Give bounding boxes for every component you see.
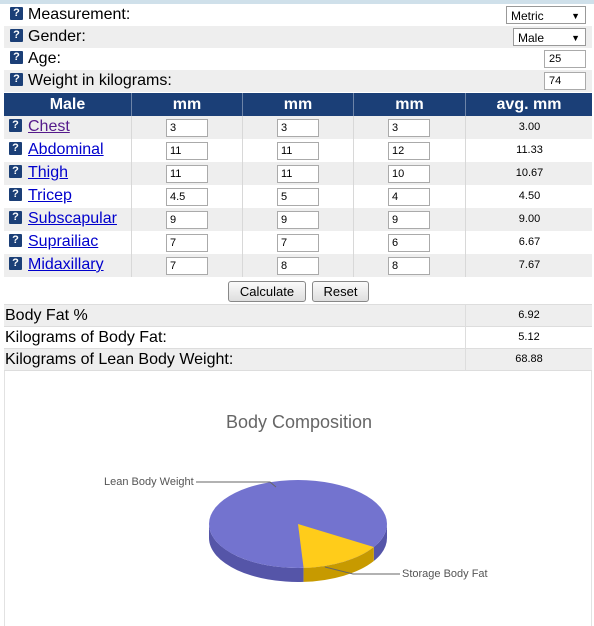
header-gender: Male xyxy=(49,96,86,113)
measurement-input[interactable]: 3 xyxy=(277,119,319,137)
table-row: ? Tricep 4.5 5 4 4.50 xyxy=(4,185,592,208)
result-row-kg-fat: Kilograms of Body Fat: 5.12 xyxy=(4,326,592,348)
site-link-subscapular[interactable]: Subscapular xyxy=(28,210,117,227)
button-row: Calculate Reset xyxy=(4,279,592,303)
kg-fat-value: 5.12 xyxy=(465,327,592,348)
measurement-input[interactable]: 4 xyxy=(388,188,430,206)
measurement-input[interactable]: 8 xyxy=(388,257,430,275)
table-row: ? Chest 3 3 3 3.00 xyxy=(4,116,592,139)
average-value: 3.00 xyxy=(518,121,541,133)
table-row: ? Midaxillary 7 8 8 7.67 xyxy=(4,254,592,277)
measurement-input[interactable]: 11 xyxy=(166,165,208,183)
lean-leader-line xyxy=(196,481,277,488)
table-row: ? Suprailiac 7 7 6 6.67 xyxy=(4,231,592,254)
pie-chart xyxy=(196,480,400,582)
help-icon[interactable]: ? xyxy=(9,118,22,132)
table-row: ? Subscapular 9 9 9 9.00 xyxy=(4,208,592,231)
kg-fat-label: Kilograms of Body Fat: xyxy=(5,329,167,346)
measurement-input[interactable]: 9 xyxy=(277,211,319,229)
average-value: 9.00 xyxy=(518,213,541,225)
fat-slice-label: Storage Body Fat xyxy=(402,568,488,580)
body-fat-label: Body Fat % xyxy=(5,307,88,324)
site-link-midaxillary[interactable]: Midaxillary xyxy=(28,256,104,273)
gender-label: Gender: xyxy=(28,28,86,45)
age-label: Age: xyxy=(28,50,61,67)
measurement-input[interactable]: 11 xyxy=(166,142,208,160)
measurement-input[interactable]: 7 xyxy=(166,257,208,275)
header-mm-2: mm xyxy=(242,93,353,116)
lean-slice-label: Lean Body Weight xyxy=(104,476,194,488)
average-value: 11.33 xyxy=(516,144,543,156)
pie-side-fat xyxy=(303,547,374,582)
measurement-row: ? Measurement: Metric ▼ xyxy=(4,4,592,26)
help-icon[interactable]: ? xyxy=(9,187,22,201)
age-row: ? Age: 25 xyxy=(4,48,592,70)
kg-lean-value: 68.88 xyxy=(465,349,592,370)
help-icon[interactable]: ? xyxy=(9,256,22,270)
average-value: 7.67 xyxy=(518,259,541,271)
gender-select[interactable]: Male ▼ xyxy=(513,28,586,46)
pie-side-lean xyxy=(209,524,304,582)
top-border xyxy=(0,0,594,4)
reset-button[interactable]: Reset xyxy=(312,281,369,302)
help-icon[interactable]: ? xyxy=(10,28,23,42)
pie-side-lean xyxy=(373,524,387,562)
result-row-body-fat: Body Fat % 6.92 xyxy=(4,304,592,326)
gender-row: ? Gender: Male ▼ xyxy=(4,26,592,48)
average-value: 4.50 xyxy=(518,190,541,202)
measurement-input[interactable]: 10 xyxy=(388,165,430,183)
site-link-tricep[interactable]: Tricep xyxy=(28,187,72,204)
body-fat-value: 6.92 xyxy=(465,305,592,326)
measurement-input[interactable]: 3 xyxy=(166,119,208,137)
measurement-input[interactable]: 4.5 xyxy=(166,188,208,206)
site-link-chest[interactable]: Chest xyxy=(28,118,70,135)
table-row: ? Abdominal 11 11 12 11.33 xyxy=(4,139,592,162)
measurement-select[interactable]: Metric ▼ xyxy=(506,6,586,24)
site-link-suprailiac[interactable]: Suprailiac xyxy=(28,233,99,250)
site-link-thigh[interactable]: Thigh xyxy=(28,164,69,181)
measurement-input[interactable]: 8 xyxy=(277,257,319,275)
measurement-input[interactable]: 11 xyxy=(277,165,319,183)
measurement-label: Measurement: xyxy=(28,6,131,23)
average-value: 6.67 xyxy=(518,236,541,248)
fat-leader-line xyxy=(324,566,400,575)
weight-row: ? Weight in kilograms: 74 xyxy=(4,70,592,92)
chart-title: Body Composition xyxy=(225,412,373,432)
header-mm-3: mm xyxy=(353,93,465,116)
age-input[interactable]: 25 xyxy=(544,50,586,68)
site-link-abdominal[interactable]: Abdominal xyxy=(28,141,104,158)
calculate-button[interactable]: Calculate xyxy=(228,281,306,302)
help-icon[interactable]: ? xyxy=(9,164,22,178)
average-value: 10.67 xyxy=(515,167,544,179)
body-composition-chart: Body Composition Lean Body Weight Storag… xyxy=(4,371,592,626)
help-icon[interactable]: ? xyxy=(9,141,22,155)
measurement-input[interactable]: 9 xyxy=(166,211,208,229)
help-icon[interactable]: ? xyxy=(9,233,22,247)
measurement-input[interactable]: 12 xyxy=(388,142,430,160)
header-mm-1: mm xyxy=(131,93,242,116)
measurement-input[interactable]: 7 xyxy=(166,234,208,252)
measurement-input[interactable]: 9 xyxy=(388,211,430,229)
kg-lean-label: Kilograms of Lean Body Weight: xyxy=(5,351,234,368)
measurement-input[interactable]: 3 xyxy=(388,119,430,137)
chevron-down-icon: ▼ xyxy=(571,11,580,21)
weight-label: Weight in kilograms: xyxy=(28,72,172,89)
help-icon[interactable]: ? xyxy=(9,210,22,224)
measurement-input[interactable]: 5 xyxy=(277,188,319,206)
measurement-input[interactable]: 11 xyxy=(277,142,319,160)
measurement-input[interactable]: 6 xyxy=(388,234,430,252)
result-row-kg-lean: Kilograms of Lean Body Weight: 68.88 xyxy=(4,348,592,371)
help-icon[interactable]: ? xyxy=(10,6,23,20)
pie-slice-fat xyxy=(298,524,374,568)
chevron-down-icon: ▼ xyxy=(571,33,580,43)
table-row: ? Thigh 11 11 10 10.67 xyxy=(4,162,592,185)
help-icon[interactable]: ? xyxy=(10,50,23,64)
header-avg: avg. mm xyxy=(465,93,592,116)
measurement-input[interactable]: 7 xyxy=(277,234,319,252)
measurement-table-header: Male mm mm mm avg. mm xyxy=(4,93,592,116)
weight-input[interactable]: 74 xyxy=(544,72,586,90)
help-icon[interactable]: ? xyxy=(10,72,23,86)
